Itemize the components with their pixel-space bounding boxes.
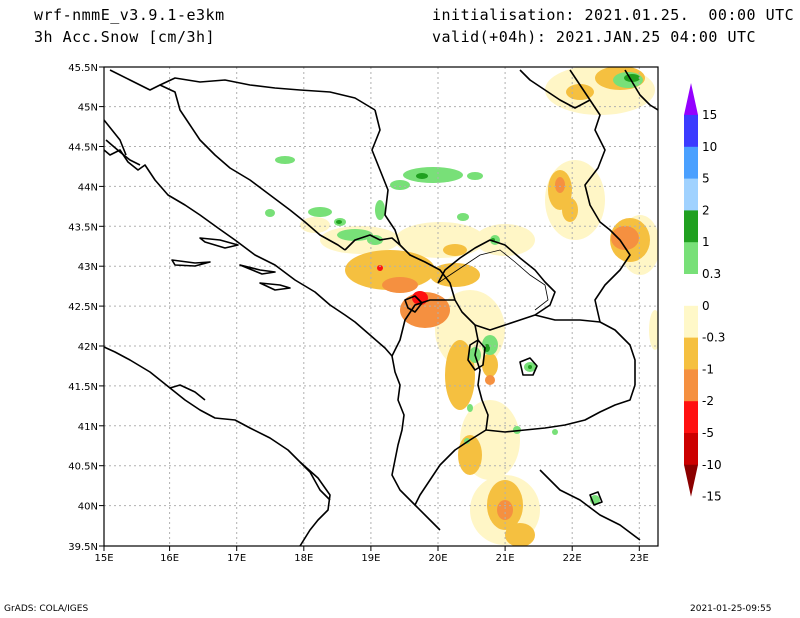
colorbar-segment (684, 337, 698, 370)
lon-label: 19E (361, 553, 380, 564)
colorbar-label: -10 (702, 458, 722, 472)
colorbar-segment (684, 433, 698, 466)
lat-label: 45N (78, 103, 98, 114)
colorbar-label: 0 (702, 299, 710, 313)
lon-label: 21E (496, 553, 515, 564)
lon-labels: 15E 16E 17E 18E 19E 20E 21E 22E 23E (94, 553, 648, 564)
colorbar-segment (684, 115, 698, 148)
init-time-label: initialisation: 2021.01.25. 00:00 UTC (432, 6, 795, 24)
lat-label: 45.5N (68, 63, 98, 74)
coastlines-borders (104, 69, 658, 546)
lat-label: 40.5N (68, 462, 98, 473)
lat-label: 43N (78, 262, 98, 273)
lat-label: 41N (78, 422, 98, 433)
lat-label: 44.5N (68, 143, 98, 154)
lat-label: 42N (78, 342, 98, 353)
lat-label: 43.5N (68, 222, 98, 233)
colorbar-segment (684, 178, 698, 211)
lon-label: 16E (160, 553, 179, 564)
colorbar: 15 10 5 2 1 0.3 0 -0.3 -1 -2 -5 -10 -15 (684, 83, 725, 504)
model-label: wrf-nmmE_v3.9.1-e3km (34, 6, 225, 24)
lat-labels: 45.5N 45N 44.5N 44N 43.5N 43N 42.5N 42N … (68, 63, 98, 553)
colorbar-label: 5 (702, 172, 710, 186)
colorbar-label: 0.3 (702, 267, 721, 281)
colorbar-label: -2 (702, 394, 714, 408)
lon-label: 20E (428, 553, 447, 564)
colorbar-label: 15 (702, 108, 717, 122)
valid-time-label: valid(+04h): 2021.JAN.25 04:00 UTC (432, 28, 757, 46)
kosovo-outline (437, 249, 549, 311)
lat-label: 40N (78, 502, 98, 513)
lat-label: 39.5N (68, 542, 98, 553)
lat-label: 41.5N (68, 382, 98, 393)
colorbar-segment (684, 464, 698, 497)
lat-lon-grid (104, 67, 658, 546)
axis-ticks (99, 66, 640, 551)
lon-label: 22E (563, 553, 582, 564)
lon-label: 17E (227, 553, 246, 564)
colorbar-segment (684, 369, 698, 402)
colorbar-label: 2 (702, 203, 710, 217)
lon-label: 15E (94, 553, 113, 564)
colorbar-label: -15 (702, 490, 722, 504)
colorbar-segment (684, 401, 698, 434)
variable-label: 3h Acc.Snow [cm/3h] (34, 28, 216, 46)
colorbar-segment (684, 146, 698, 180)
colorbar-label: 10 (702, 140, 717, 154)
colorbar-segment (684, 83, 698, 115)
colorbar-label: -5 (702, 426, 714, 440)
colorbar-label: 1 (702, 235, 710, 249)
lon-label: 18E (294, 553, 313, 564)
colorbar-segment (684, 274, 698, 307)
colorbar-segment (684, 210, 698, 243)
colorbar-segment (684, 242, 698, 275)
colorbar-label: -1 (702, 362, 714, 376)
colorbar-segment (684, 305, 698, 339)
lat-label: 42.5N (68, 302, 98, 313)
timestamp-label: 2021-01-25-09:55 (690, 604, 772, 614)
colorbar-label: -0.3 (702, 331, 725, 345)
lat-label: 44N (78, 182, 98, 193)
lon-label: 23E (630, 553, 649, 564)
credit-label: GrADS: COLA/IGES (4, 604, 89, 614)
